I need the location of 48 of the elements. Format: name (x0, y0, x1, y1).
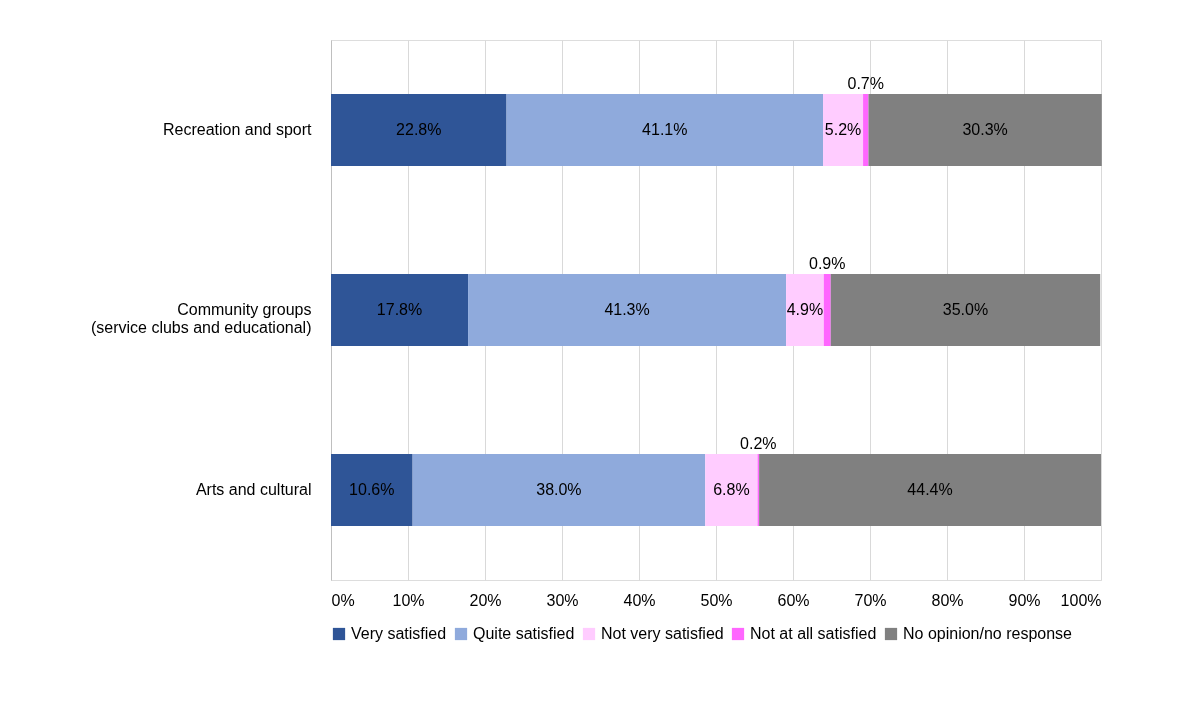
x-tick-label: 70% (854, 591, 887, 609)
legend-label: Not at all satisfied (750, 625, 877, 642)
y-tick-label: Arts and cultural (195, 481, 312, 498)
bar (331, 454, 413, 526)
data-label: 41.1% (642, 121, 688, 138)
data-label: 17.8% (376, 301, 423, 318)
bar (863, 94, 869, 166)
bar (506, 94, 824, 166)
data-label: 0.9% (809, 255, 846, 272)
x-tick-label: 0% (331, 591, 355, 609)
data-label: 38.0% (536, 481, 582, 498)
x-tick-label: 90% (1008, 591, 1041, 609)
x-tick-label: 30% (546, 591, 579, 609)
bar (468, 274, 787, 346)
data-label: 5.2% (824, 121, 862, 138)
bar (823, 94, 864, 166)
x-tick-label: 50% (700, 591, 733, 609)
data-label: 22.8% (396, 121, 442, 138)
data-label: 44.4% (907, 481, 953, 498)
bar (412, 454, 706, 526)
x-tick-label: 20% (469, 591, 502, 609)
data-label: 35.0% (942, 301, 989, 318)
data-label: 6.8% (713, 481, 750, 498)
legend-label: Quite satisfied (473, 625, 575, 642)
y-tick-label: Recreation and sport (162, 121, 313, 138)
legend-label: Not very satisfied (601, 625, 724, 642)
data-label: 30.3% (962, 121, 1008, 138)
x-tick-label: 40% (623, 591, 656, 609)
data-label: 0.7% (847, 75, 884, 92)
bar (759, 454, 1101, 526)
bar (786, 274, 824, 346)
data-label: 10.6% (349, 481, 395, 498)
bar (830, 274, 1101, 346)
bar (331, 94, 507, 166)
bar (868, 94, 1102, 166)
legend-label: No opinion/no response (903, 625, 1073, 642)
x-tick-label: 100% (1060, 591, 1102, 609)
data-label: 41.3% (604, 301, 650, 318)
x-tick-label: 60% (777, 591, 810, 609)
x-tick-label: 10% (392, 591, 425, 609)
legend-label: Very satisfied (351, 625, 447, 642)
data-label: 4.9% (786, 301, 824, 318)
y-tick-label: Community groups (service clubs and educational) (90, 301, 312, 336)
bar (331, 274, 469, 346)
bar (823, 274, 831, 346)
bar (705, 454, 758, 526)
data-label: 0.2% (740, 435, 777, 452)
x-tick-label: 80% (931, 591, 964, 609)
